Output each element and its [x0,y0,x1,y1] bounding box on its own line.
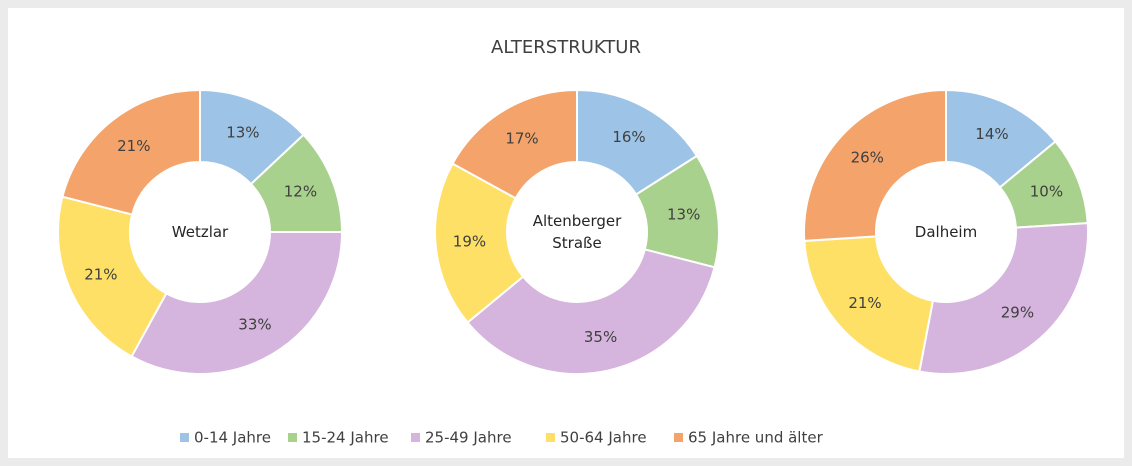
legend-swatch [288,433,297,442]
data-label: 29% [1001,304,1034,322]
data-label: 17% [505,130,538,148]
legend-label: 15-24 Jahre [302,429,389,447]
legend-swatch [546,433,555,442]
donut-segment [61,88,201,216]
donut-segment [466,248,716,375]
legend-label: 65 Jahre und älter [688,429,824,447]
data-label: 26% [851,149,884,167]
data-label: 35% [584,328,617,346]
data-label: 13% [667,206,700,224]
donut-segment [918,222,1089,375]
donut-segment [803,235,935,373]
donut-center-label: Altenberger Straße [532,212,622,252]
legend-label: 50-64 Jahre [560,429,647,447]
donut-segment [803,88,947,242]
donut-segment [130,231,344,375]
legend-swatch [180,433,189,442]
chart-title: ALTERSTRUKTUR [491,37,641,58]
data-label: 21% [84,265,117,283]
legend-swatch [674,433,683,442]
data-label: 14% [975,125,1008,143]
legend-label: 0-14 Jahre [194,429,271,447]
donut-segment [451,88,578,200]
panel [8,8,1124,458]
data-label: 19% [453,233,486,251]
legend-swatch [411,433,420,442]
donut-center-label: Wetzlar [171,223,229,241]
data-label: 13% [226,123,259,141]
legend-label: 25-49 Jahre [425,429,512,447]
data-label: 16% [612,128,645,146]
donut-center-label: Dalheim [914,223,978,241]
data-label: 21% [117,137,150,155]
data-label: 10% [1030,183,1063,201]
donut-segment [57,195,168,358]
donut-segment [434,162,525,324]
data-label: 33% [238,315,271,333]
data-label: 12% [284,183,317,201]
data-label: 21% [848,294,881,312]
